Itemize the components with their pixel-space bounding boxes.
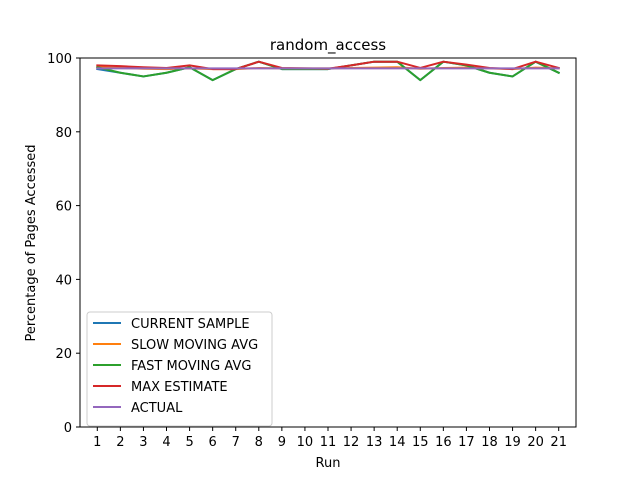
legend: CURRENT SAMPLE SLOW MOVING AVG FAST MOVING… — [86, 311, 273, 427]
series-line-fast-moving-avg — [96, 60, 561, 82]
x-tick-label: 2 — [116, 435, 124, 450]
x-tick-label: 17 — [458, 435, 475, 450]
x-tick-label: 13 — [366, 435, 383, 450]
x-tick-label: 21 — [550, 435, 567, 450]
legend-entry: CURRENT SAMPLE — [131, 317, 250, 332]
x-tick-label: 3 — [139, 435, 147, 450]
x-tick-label: 6 — [209, 435, 217, 450]
x-tick-label: 14 — [389, 435, 406, 450]
legend-box — [86, 311, 273, 427]
x-tick-label: 8 — [255, 435, 263, 450]
x-tick-label: 4 — [162, 435, 170, 450]
y-tick-label: 0 — [64, 421, 72, 436]
x-tick-label: 15 — [412, 435, 429, 450]
x-tick-label: 5 — [185, 435, 193, 450]
x-axis: 1 2 3 4 5 6 7 8 9 10 11 12 13 14 15 16 17 18 19 20 21 — [93, 427, 567, 450]
y-tick-label: 100 — [47, 52, 72, 67]
chart-title: random_access — [270, 36, 386, 55]
x-axis-label: Run — [316, 456, 341, 471]
x-tick-label: 20 — [527, 435, 544, 450]
legend-entry: SLOW MOVING AVG — [131, 338, 258, 353]
x-tick-label: 11 — [320, 435, 337, 450]
y-tick-label: 40 — [55, 273, 72, 288]
legend-entry: ACTUAL — [131, 401, 183, 416]
x-tick-label: 10 — [297, 435, 314, 450]
y-axis-label: Percentage of Pages Accessed — [24, 144, 39, 341]
x-tick-label: 12 — [343, 435, 360, 450]
x-tick-label: 7 — [232, 435, 240, 450]
y-tick-label: 20 — [55, 347, 72, 362]
y-tick-label: 60 — [55, 200, 72, 215]
series-line-current-sample — [96, 60, 561, 82]
legend-entry: MAX ESTIMATE — [131, 380, 228, 395]
x-tick-label: 19 — [504, 435, 521, 450]
x-tick-label: 16 — [435, 435, 452, 450]
y-tick-label: 80 — [55, 126, 72, 141]
y-axis: 0 20 40 60 80 100 — [47, 52, 80, 436]
legend-entry: FAST MOVING AVG — [131, 359, 251, 374]
x-tick-label: 9 — [278, 435, 286, 450]
x-tick-label: 18 — [481, 435, 498, 450]
x-tick-label: 1 — [93, 435, 101, 450]
